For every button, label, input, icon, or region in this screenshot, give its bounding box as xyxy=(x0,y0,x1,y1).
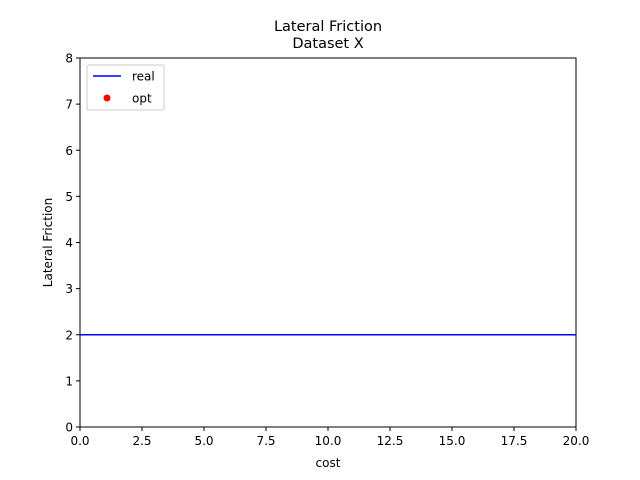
x-tick-label: 5.0 xyxy=(194,434,213,448)
x-tick-label: 20.0 xyxy=(563,434,590,448)
legend-label-real: real xyxy=(132,70,155,84)
x-tick-label: 15.0 xyxy=(439,434,466,448)
y-tick-label: 6 xyxy=(65,144,73,158)
y-tick-label: 5 xyxy=(65,190,73,204)
y-tick-label: 1 xyxy=(65,374,73,388)
x-tick-label: 0.0 xyxy=(70,434,89,448)
chart-title-line-2: Dataset X xyxy=(292,36,363,52)
legend-label-opt: opt xyxy=(132,92,152,106)
y-tick-label: 3 xyxy=(65,282,73,296)
chart-title-line-1: Lateral Friction xyxy=(274,19,382,35)
y-axis-ticks: 0 1 2 3 4 5 6 7 8 xyxy=(65,52,80,435)
y-tick-label: 8 xyxy=(65,52,73,66)
x-tick-label: 2.5 xyxy=(132,434,151,448)
y-tick-label: 7 xyxy=(65,98,73,112)
y-tick-label: 0 xyxy=(65,421,73,435)
x-axis-label: cost xyxy=(316,456,341,470)
legend-opt-point-marker xyxy=(103,94,111,102)
y-axis-label: Lateral Friction xyxy=(41,198,55,287)
x-tick-label: 7.5 xyxy=(256,434,275,448)
x-tick-label: 17.5 xyxy=(501,434,528,448)
y-tick-label: 2 xyxy=(65,328,73,342)
y-tick-label: 4 xyxy=(65,236,73,250)
x-tick-label: 12.5 xyxy=(377,434,404,448)
x-tick-label: 10.0 xyxy=(315,434,342,448)
chart-title: Lateral Friction Dataset X xyxy=(274,19,382,52)
x-axis-ticks: 0.0 2.5 5.0 7.5 10.0 12.5 15.0 17.5 20.0 xyxy=(70,427,589,448)
legend: real opt xyxy=(86,64,165,111)
